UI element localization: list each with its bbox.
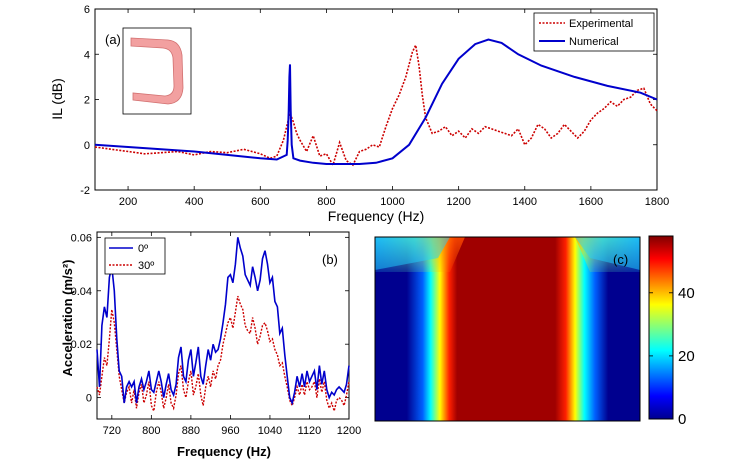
pb-ytick-label: 0.02 — [71, 339, 92, 351]
pa-xtick-label: 1200 — [446, 196, 470, 208]
colorbar-tick-label: 40 — [678, 285, 695, 302]
30deg-series-line — [96, 295, 350, 414]
pb-xtick-label: 720 — [103, 425, 121, 437]
pa-xtick-label: 600 — [251, 196, 269, 208]
pa-xtick-label: 800 — [317, 196, 335, 208]
pa-xtick-label: 200 — [119, 196, 137, 208]
specimen-inset — [122, 27, 192, 115]
pa-ytick-label: -2 — [80, 185, 90, 197]
legend-experimental: Experimental — [569, 18, 633, 30]
pa-ytick-label: 6 — [84, 4, 90, 16]
experimental-series-line — [94, 42, 658, 168]
pb-xtick-label: 880 — [182, 425, 200, 437]
pb-ytick-label: 0.04 — [71, 286, 92, 298]
pb-xtick-label: 800 — [142, 425, 160, 437]
panel-a-legend: Experimental Numerical — [533, 12, 655, 52]
panel-a-ylabel: IL (dB) — [49, 78, 65, 120]
panel-b-frame — [96, 231, 350, 420]
legend-30deg: 30º — [138, 260, 154, 272]
numerical-series-line — [94, 38, 658, 165]
pa-ytick-label: 2 — [84, 95, 90, 107]
panel-c-label: (c) — [613, 252, 628, 267]
pb-xtick-label: 960 — [221, 425, 239, 437]
0deg-series-line — [96, 237, 350, 406]
pb-xtick-label: 1040 — [258, 425, 282, 437]
heatmap-field — [375, 237, 640, 421]
legend-0deg: 0º — [138, 243, 148, 255]
colorbar-tick-label: 0 — [678, 411, 686, 428]
pb-xtick-label: 1120 — [298, 425, 322, 437]
pb-ytick-label: 0.06 — [71, 232, 92, 244]
pa-xtick-label: 1600 — [579, 196, 603, 208]
panel-c-heatmap: (c) 0 20 40 — [374, 235, 695, 428]
pa-xtick-label: 1000 — [380, 196, 404, 208]
pb-xtick-label: 1200 — [337, 425, 361, 437]
colorbar — [648, 235, 674, 420]
panel-a-chart: 200 400 600 800 1000 1200 1400 1600 1800 -20246 … — [49, 4, 669, 224]
pb-ytick-label: 0 — [86, 393, 92, 405]
panel-a-xlabel: Frequency (Hz) — [328, 208, 424, 224]
pa-ytick-label: 4 — [84, 49, 90, 61]
panel-b-label: (b) — [322, 252, 338, 267]
panel-b-ylabel: Acceleration (m/s²) — [60, 259, 75, 376]
panel-c-frame — [374, 236, 641, 422]
panel-a-label: (a) — [105, 32, 121, 47]
panel-b-chart: 720 800 880 960 1040 1120 1200 0 0.02 0.04 0.06 (… — [60, 231, 361, 459]
panel-b-legend: 0º 30º — [104, 237, 166, 275]
pa-xtick-label: 1400 — [513, 196, 537, 208]
pa-xtick-label: 400 — [185, 196, 203, 208]
pa-ytick-label: 0 — [84, 140, 90, 152]
legend-numerical: Numerical — [569, 36, 619, 48]
pa-xtick-label: 1800 — [645, 196, 669, 208]
colorbar-tick-label: 20 — [678, 348, 695, 365]
panel-b-xlabel: Frequency (Hz) — [177, 444, 271, 459]
